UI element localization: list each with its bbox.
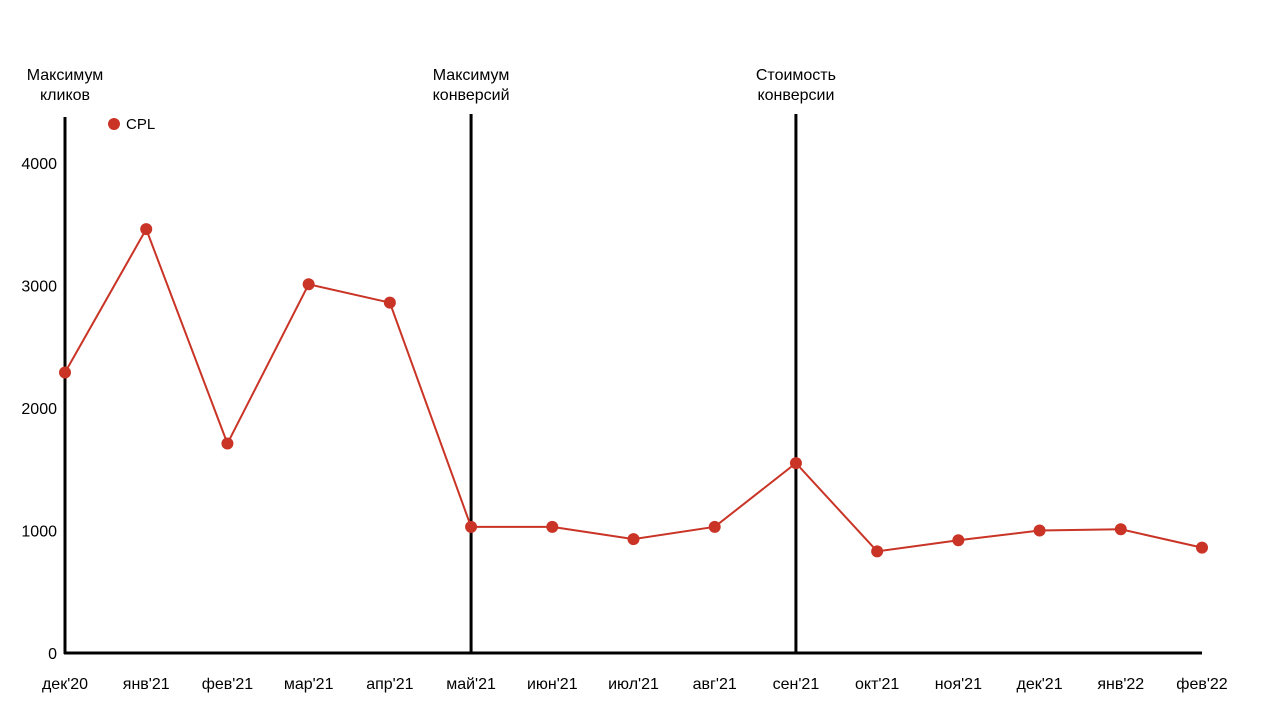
y-tick-label: 3000 [21, 279, 57, 296]
x-tick-label: июн'21 [527, 676, 578, 693]
y-tick-label: 4000 [21, 156, 57, 173]
data-point [708, 520, 721, 533]
x-tick-label: окт'21 [855, 676, 899, 693]
annotation-label: конверсии [757, 87, 834, 104]
data-point [302, 278, 315, 291]
data-point [221, 437, 234, 450]
data-point [952, 534, 965, 547]
data-point [59, 366, 71, 379]
data-point [1114, 523, 1127, 536]
x-tick-label: фев'21 [202, 676, 254, 693]
x-tick-label: май'21 [446, 676, 496, 693]
legend-label-cpl: CPL [126, 116, 155, 133]
data-point [383, 296, 396, 309]
x-tick-label: дек'20 [42, 676, 88, 693]
data-point [1196, 541, 1208, 554]
x-tick-label: сен'21 [773, 676, 820, 693]
annotations: Максимум кликов Максимум конверсий Стоимость… [27, 67, 836, 653]
x-tick-label: апр'21 [366, 676, 413, 693]
annotation-label: Максимум [27, 67, 104, 84]
y-tick-label: 2000 [21, 401, 57, 418]
series-line-cpl [64, 226, 1203, 553]
x-tick-label: июл'21 [608, 676, 659, 693]
data-point [546, 520, 559, 533]
annotation-label: Максимум [433, 67, 510, 84]
axes: 0 1000 2000 3000 4000 дек'20 янв'21 фев'21 мар'2… [21, 117, 1228, 693]
x-tick-label: янв'22 [1097, 676, 1144, 693]
x-tick-label: янв'21 [123, 676, 170, 693]
y-tick-label: 1000 [21, 524, 57, 541]
x-tick-label: мар'21 [284, 676, 334, 693]
data-point [140, 223, 153, 236]
x-tick-label: ноя'21 [935, 676, 982, 693]
x-tick-label: авг'21 [693, 676, 737, 693]
legend-marker [108, 118, 120, 130]
annotation-label: кликов [40, 87, 90, 104]
annotation-label: конверсий [433, 87, 510, 104]
legend: CPL [108, 116, 155, 133]
series-layer [59, 223, 1208, 558]
x-tick-label: дек'21 [1017, 676, 1063, 693]
data-point [789, 457, 802, 470]
data-point [627, 533, 640, 546]
data-point [1033, 524, 1046, 537]
data-point [871, 545, 884, 558]
data-point [465, 520, 478, 533]
annotation-label: Стоимость [756, 67, 836, 84]
x-tick-label: фев'22 [1176, 676, 1228, 693]
y-tick-label: 0 [48, 646, 57, 663]
